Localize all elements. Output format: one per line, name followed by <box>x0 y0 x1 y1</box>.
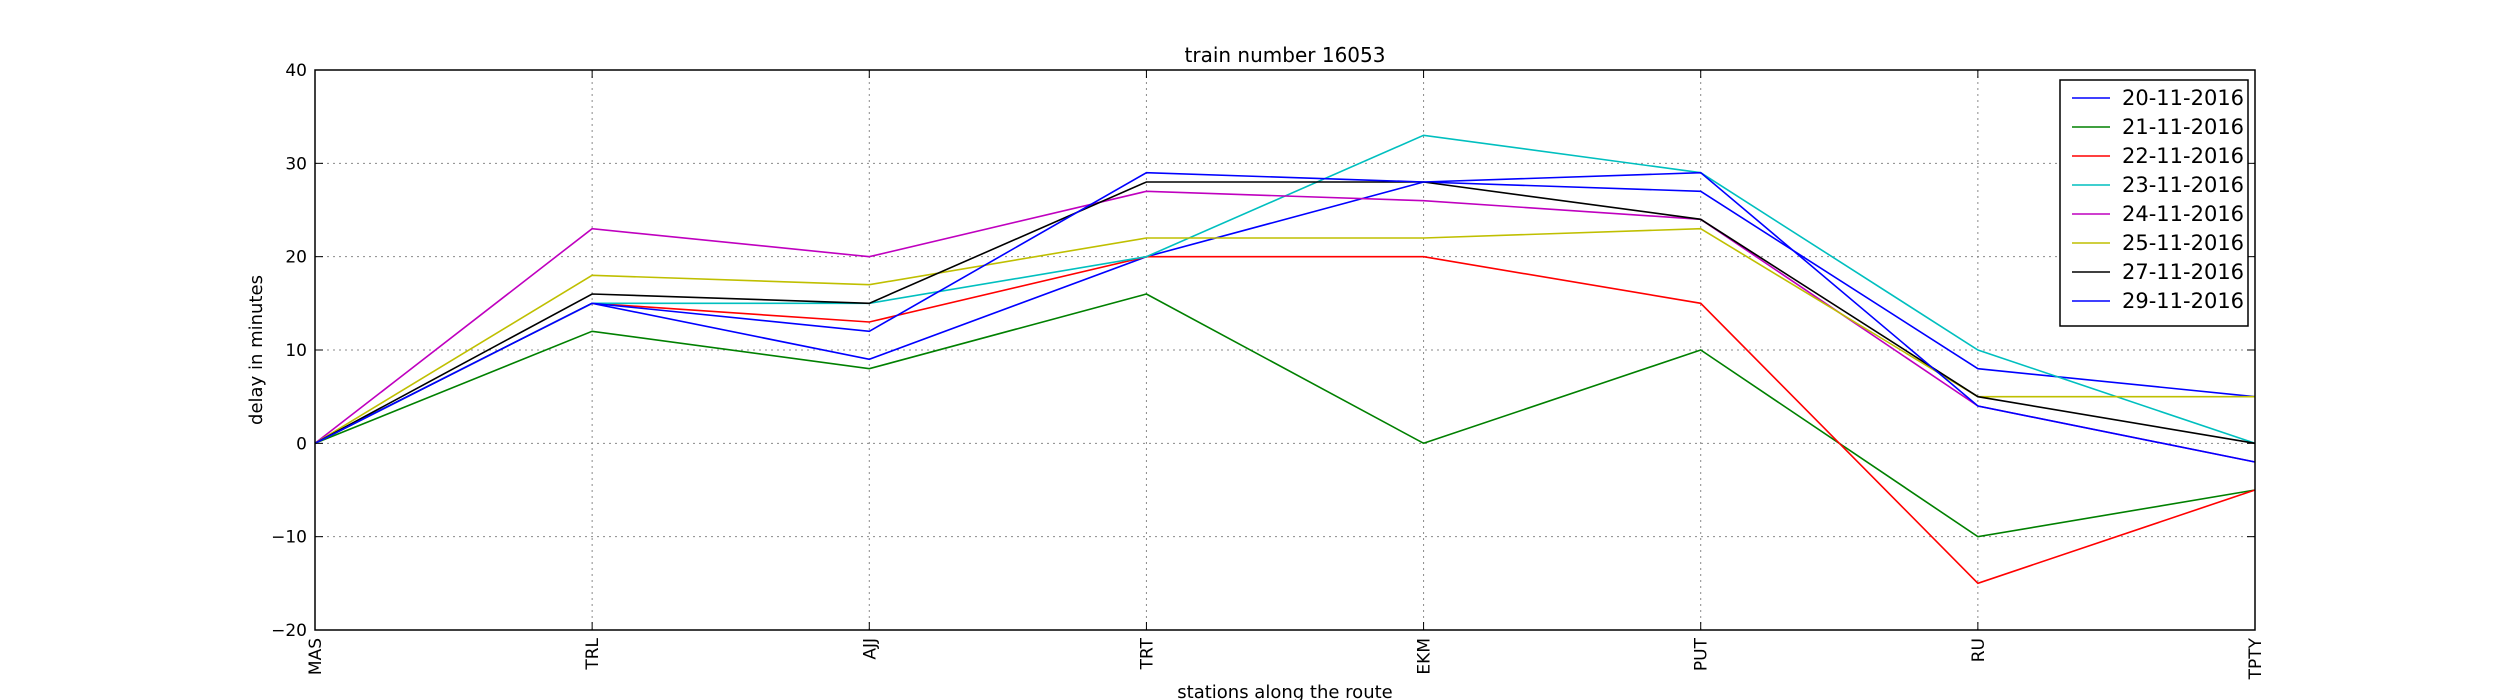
y-tick-label: 10 <box>285 341 307 361</box>
x-tick-label: TRL <box>583 637 603 670</box>
y-tick-label: 40 <box>285 61 307 81</box>
legend-label: 22-11-2016 <box>2122 144 2244 168</box>
x-axis-title: stations along the route <box>1177 682 1392 700</box>
legend-box <box>2059 79 2249 327</box>
y-tick-label: 30 <box>285 154 307 174</box>
x-tick-label: EKM <box>1415 638 1435 675</box>
legend: 20-11-2016 21-11-2016 22-11-2016 23-11-2016… <box>2059 79 2249 327</box>
series-line <box>314 255 2256 585</box>
x-tick-label: RU <box>1969 638 1989 662</box>
y-axis: −20 −10 0 10 20 30 40 <box>271 61 2255 641</box>
x-tick-label: MAS <box>306 638 326 675</box>
series-line <box>314 181 2256 445</box>
y-tick-label: −20 <box>271 621 307 641</box>
legend-label: 21-11-2016 <box>2122 115 2244 139</box>
legend-label: 24-11-2016 <box>2122 202 2244 226</box>
chart-title: train number 16053 <box>1185 43 1386 67</box>
legend-label: 27-11-2016 <box>2122 260 2244 284</box>
legend-label: 29-11-2016 <box>2122 289 2244 313</box>
legend-label: 23-11-2016 <box>2122 173 2244 197</box>
x-tick-label: TRT <box>1137 637 1157 670</box>
series-line <box>314 227 2255 444</box>
y-axis-title: delay in minutes <box>246 275 267 425</box>
x-tick-label: TPTY <box>2246 637 2266 680</box>
x-axis: MAS TRL AJJ TRT EKM PUT RU TPTY <box>306 70 2266 680</box>
x-tick-label: AJJ <box>860 638 880 660</box>
y-tick-label: 0 <box>296 434 307 454</box>
legend-label: 20-11-2016 <box>2122 86 2244 110</box>
series-line <box>314 171 2256 463</box>
series-lines <box>314 134 2256 585</box>
y-tick-label: −10 <box>271 528 307 548</box>
y-tick-label: 20 <box>285 248 307 268</box>
legend-label: 25-11-2016 <box>2122 231 2244 255</box>
series-line <box>314 293 2256 538</box>
series-line <box>314 190 2256 463</box>
x-tick-label: PUT <box>1692 637 1712 671</box>
